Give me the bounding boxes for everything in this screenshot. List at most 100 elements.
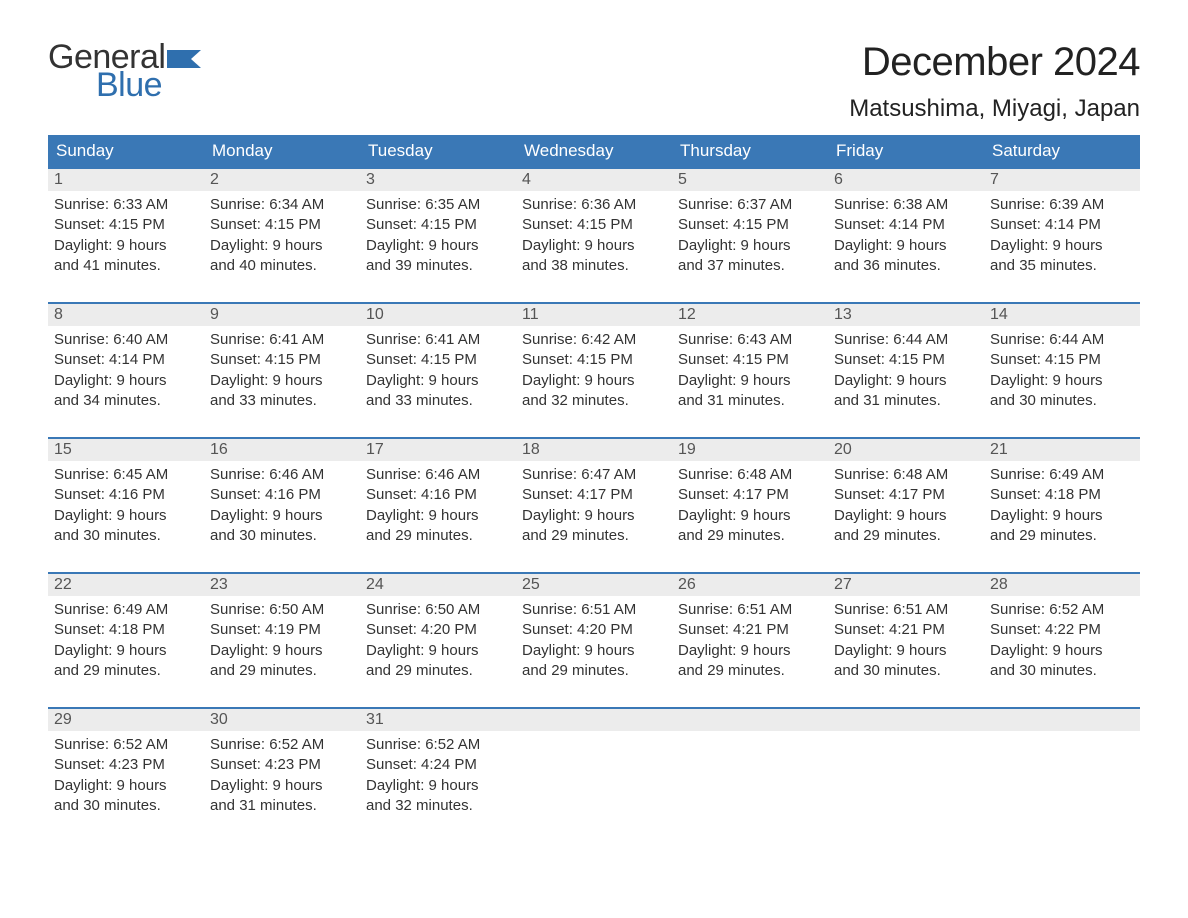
sunset-text: Sunset: 4:23 PM <box>210 755 354 775</box>
day-number: 7 <box>984 169 1140 191</box>
daylight-line2: and 37 minutes. <box>678 256 822 276</box>
cell-body: Sunrise: 6:51 AMSunset: 4:20 PMDaylight:… <box>516 596 672 687</box>
cell-body: Sunrise: 6:52 AMSunset: 4:23 PMDaylight:… <box>48 731 204 822</box>
sunrise-text: Sunrise: 6:50 AM <box>210 600 354 620</box>
daylight-line1: Daylight: 9 hours <box>210 236 354 256</box>
daylight-line1: Daylight: 9 hours <box>54 641 198 661</box>
calendar-cell: 3Sunrise: 6:35 AMSunset: 4:15 PMDaylight… <box>360 169 516 282</box>
calendar-cell: 10Sunrise: 6:41 AMSunset: 4:15 PMDayligh… <box>360 304 516 417</box>
daylight-line2: and 29 minutes. <box>522 661 666 681</box>
day-number: 28 <box>984 574 1140 596</box>
calendar-cell: 23Sunrise: 6:50 AMSunset: 4:19 PMDayligh… <box>204 574 360 687</box>
cell-body: Sunrise: 6:36 AMSunset: 4:15 PMDaylight:… <box>516 191 672 282</box>
day-header-cell: Monday <box>204 135 360 167</box>
sunrise-text: Sunrise: 6:48 AM <box>678 465 822 485</box>
daylight-line2: and 29 minutes. <box>678 661 822 681</box>
sunset-text: Sunset: 4:14 PM <box>54 350 198 370</box>
sunset-text: Sunset: 4:24 PM <box>366 755 510 775</box>
calendar-cell: 30Sunrise: 6:52 AMSunset: 4:23 PMDayligh… <box>204 709 360 822</box>
daylight-line2: and 34 minutes. <box>54 391 198 411</box>
cell-body: Sunrise: 6:46 AMSunset: 4:16 PMDaylight:… <box>360 461 516 552</box>
daylight-line1: Daylight: 9 hours <box>834 371 978 391</box>
sunrise-text: Sunrise: 6:36 AM <box>522 195 666 215</box>
calendar-cell <box>828 709 984 822</box>
day-number: 24 <box>360 574 516 596</box>
day-header-cell: Sunday <box>48 135 204 167</box>
daylight-line1: Daylight: 9 hours <box>54 371 198 391</box>
daylight-line2: and 40 minutes. <box>210 256 354 276</box>
sunset-text: Sunset: 4:15 PM <box>366 350 510 370</box>
sunrise-text: Sunrise: 6:50 AM <box>366 600 510 620</box>
daylight-line2: and 29 minutes. <box>54 661 198 681</box>
daylight-line1: Daylight: 9 hours <box>210 371 354 391</box>
day-number: 19 <box>672 439 828 461</box>
sunrise-text: Sunrise: 6:49 AM <box>54 600 198 620</box>
cell-body: Sunrise: 6:48 AMSunset: 4:17 PMDaylight:… <box>672 461 828 552</box>
sunset-text: Sunset: 4:18 PM <box>54 620 198 640</box>
day-number <box>828 709 984 731</box>
cell-body: Sunrise: 6:40 AMSunset: 4:14 PMDaylight:… <box>48 326 204 417</box>
cell-body: Sunrise: 6:41 AMSunset: 4:15 PMDaylight:… <box>204 326 360 417</box>
sunset-text: Sunset: 4:15 PM <box>210 215 354 235</box>
sunset-text: Sunset: 4:19 PM <box>210 620 354 640</box>
week-row: 15Sunrise: 6:45 AMSunset: 4:16 PMDayligh… <box>48 437 1140 552</box>
cell-body: Sunrise: 6:52 AMSunset: 4:24 PMDaylight:… <box>360 731 516 822</box>
sunset-text: Sunset: 4:14 PM <box>834 215 978 235</box>
day-number: 21 <box>984 439 1140 461</box>
cell-body: Sunrise: 6:34 AMSunset: 4:15 PMDaylight:… <box>204 191 360 282</box>
day-number: 11 <box>516 304 672 326</box>
daylight-line1: Daylight: 9 hours <box>834 506 978 526</box>
week-row: 29Sunrise: 6:52 AMSunset: 4:23 PMDayligh… <box>48 707 1140 822</box>
day-number: 5 <box>672 169 828 191</box>
cell-body: Sunrise: 6:51 AMSunset: 4:21 PMDaylight:… <box>828 596 984 687</box>
daylight-line2: and 38 minutes. <box>522 256 666 276</box>
daylight-line1: Daylight: 9 hours <box>522 506 666 526</box>
header: General Blue December 2024 Matsushima, M… <box>48 40 1140 123</box>
month-title: December 2024 <box>849 40 1140 85</box>
daylight-line2: and 32 minutes. <box>522 391 666 411</box>
day-number: 12 <box>672 304 828 326</box>
daylight-line2: and 33 minutes. <box>210 391 354 411</box>
calendar-cell: 16Sunrise: 6:46 AMSunset: 4:16 PMDayligh… <box>204 439 360 552</box>
sunset-text: Sunset: 4:21 PM <box>834 620 978 640</box>
day-number: 18 <box>516 439 672 461</box>
daylight-line2: and 41 minutes. <box>54 256 198 276</box>
sunrise-text: Sunrise: 6:39 AM <box>990 195 1134 215</box>
logo: General Blue <box>48 40 201 102</box>
calendar-cell: 5Sunrise: 6:37 AMSunset: 4:15 PMDaylight… <box>672 169 828 282</box>
day-number: 10 <box>360 304 516 326</box>
sunrise-text: Sunrise: 6:46 AM <box>210 465 354 485</box>
calendar-cell <box>984 709 1140 822</box>
day-number: 1 <box>48 169 204 191</box>
sunrise-text: Sunrise: 6:51 AM <box>522 600 666 620</box>
daylight-line1: Daylight: 9 hours <box>522 371 666 391</box>
sunrise-text: Sunrise: 6:34 AM <box>210 195 354 215</box>
calendar-cell: 25Sunrise: 6:51 AMSunset: 4:20 PMDayligh… <box>516 574 672 687</box>
sunset-text: Sunset: 4:15 PM <box>522 215 666 235</box>
week-row: 1Sunrise: 6:33 AMSunset: 4:15 PMDaylight… <box>48 167 1140 282</box>
location-text: Matsushima, Miyagi, Japan <box>849 95 1140 123</box>
day-number: 20 <box>828 439 984 461</box>
cell-body: Sunrise: 6:52 AMSunset: 4:22 PMDaylight:… <box>984 596 1140 687</box>
logo-blue-text: Blue <box>96 68 201 102</box>
sunset-text: Sunset: 4:15 PM <box>678 350 822 370</box>
sunset-text: Sunset: 4:15 PM <box>522 350 666 370</box>
day-header-cell: Friday <box>828 135 984 167</box>
daylight-line2: and 29 minutes. <box>366 661 510 681</box>
calendar-cell: 7Sunrise: 6:39 AMSunset: 4:14 PMDaylight… <box>984 169 1140 282</box>
day-number: 31 <box>360 709 516 731</box>
calendar-cell: 18Sunrise: 6:47 AMSunset: 4:17 PMDayligh… <box>516 439 672 552</box>
calendar-cell: 26Sunrise: 6:51 AMSunset: 4:21 PMDayligh… <box>672 574 828 687</box>
daylight-line1: Daylight: 9 hours <box>678 371 822 391</box>
daylight-line2: and 30 minutes. <box>990 391 1134 411</box>
sunrise-text: Sunrise: 6:49 AM <box>990 465 1134 485</box>
daylight-line2: and 29 minutes. <box>522 526 666 546</box>
sunset-text: Sunset: 4:15 PM <box>834 350 978 370</box>
daylight-line2: and 29 minutes. <box>678 526 822 546</box>
daylight-line1: Daylight: 9 hours <box>366 506 510 526</box>
cell-body: Sunrise: 6:52 AMSunset: 4:23 PMDaylight:… <box>204 731 360 822</box>
sunrise-text: Sunrise: 6:37 AM <box>678 195 822 215</box>
cell-body: Sunrise: 6:44 AMSunset: 4:15 PMDaylight:… <box>984 326 1140 417</box>
day-number <box>672 709 828 731</box>
daylight-line2: and 32 minutes. <box>366 796 510 816</box>
